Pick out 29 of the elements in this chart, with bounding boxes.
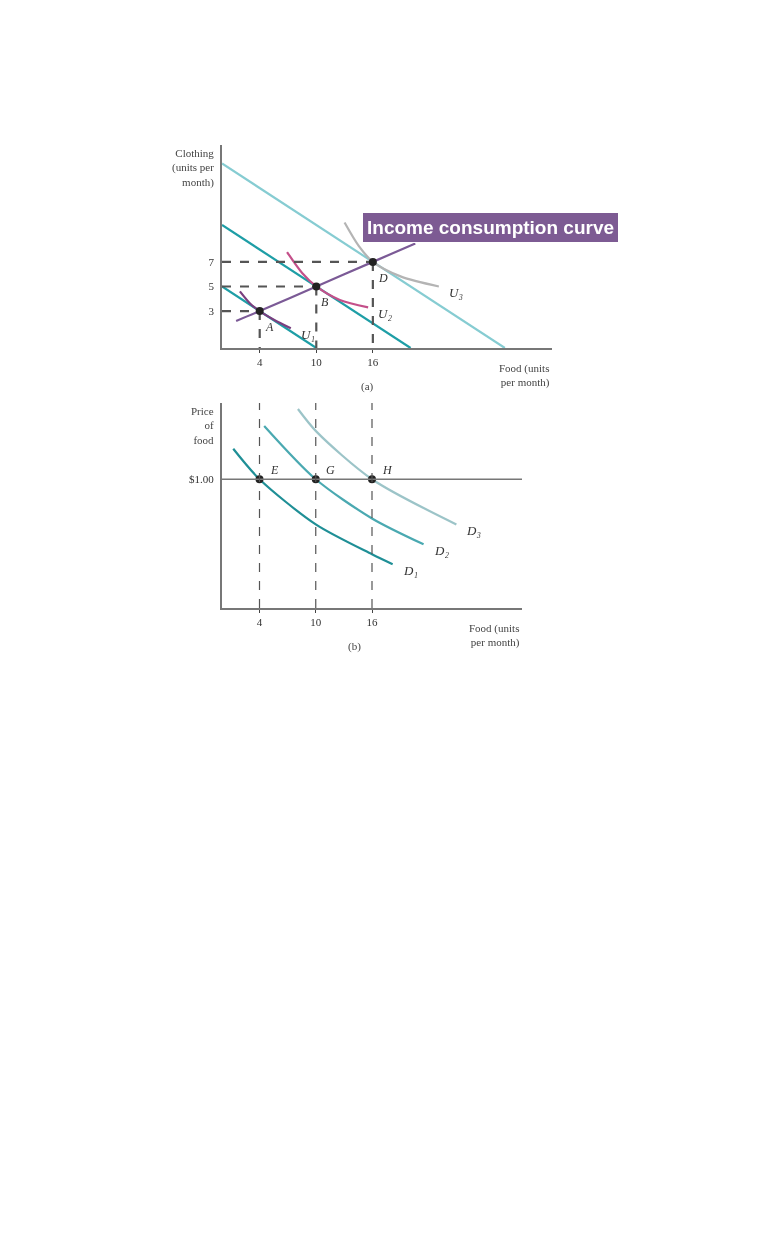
series-label: U₁ <box>301 327 315 342</box>
annotation: D <box>378 271 388 285</box>
annotation: B <box>321 295 329 309</box>
annotation: A <box>265 320 274 334</box>
y-tick-label: 7 <box>208 255 215 268</box>
x-tick-label: 10 <box>310 355 323 368</box>
series-label: D₃ <box>466 523 481 538</box>
x-axis-title: Food (units per month) <box>469 622 520 650</box>
y-axis-title: Clothing (units per month) <box>172 147 215 189</box>
annotation: G <box>326 463 335 477</box>
x-tick-label: 4 <box>256 355 263 368</box>
x-tick-label: 10 <box>310 615 322 628</box>
y-tick-label: 3 <box>208 304 215 317</box>
series-label: D₁ <box>403 563 418 578</box>
x-tick-label: 16 <box>366 615 378 628</box>
series-label: U₃ <box>449 285 463 300</box>
y-axis-title: Price of food <box>191 405 215 446</box>
text: $1.00 <box>189 473 215 485</box>
x-tick-label: 16 <box>367 355 379 368</box>
text: (a) <box>361 380 374 393</box>
y-tick-label: 5 <box>208 280 215 293</box>
series-label: U₂ <box>378 306 393 321</box>
series-label: D₂ <box>434 543 450 558</box>
text: Income consumption curve <box>367 217 615 238</box>
annotation: H <box>382 463 393 477</box>
annotation: E <box>270 463 279 477</box>
x-axis-title: Food (units per month) <box>499 362 550 390</box>
x-tick-label: 4 <box>256 615 263 628</box>
text: (b) <box>348 640 362 653</box>
